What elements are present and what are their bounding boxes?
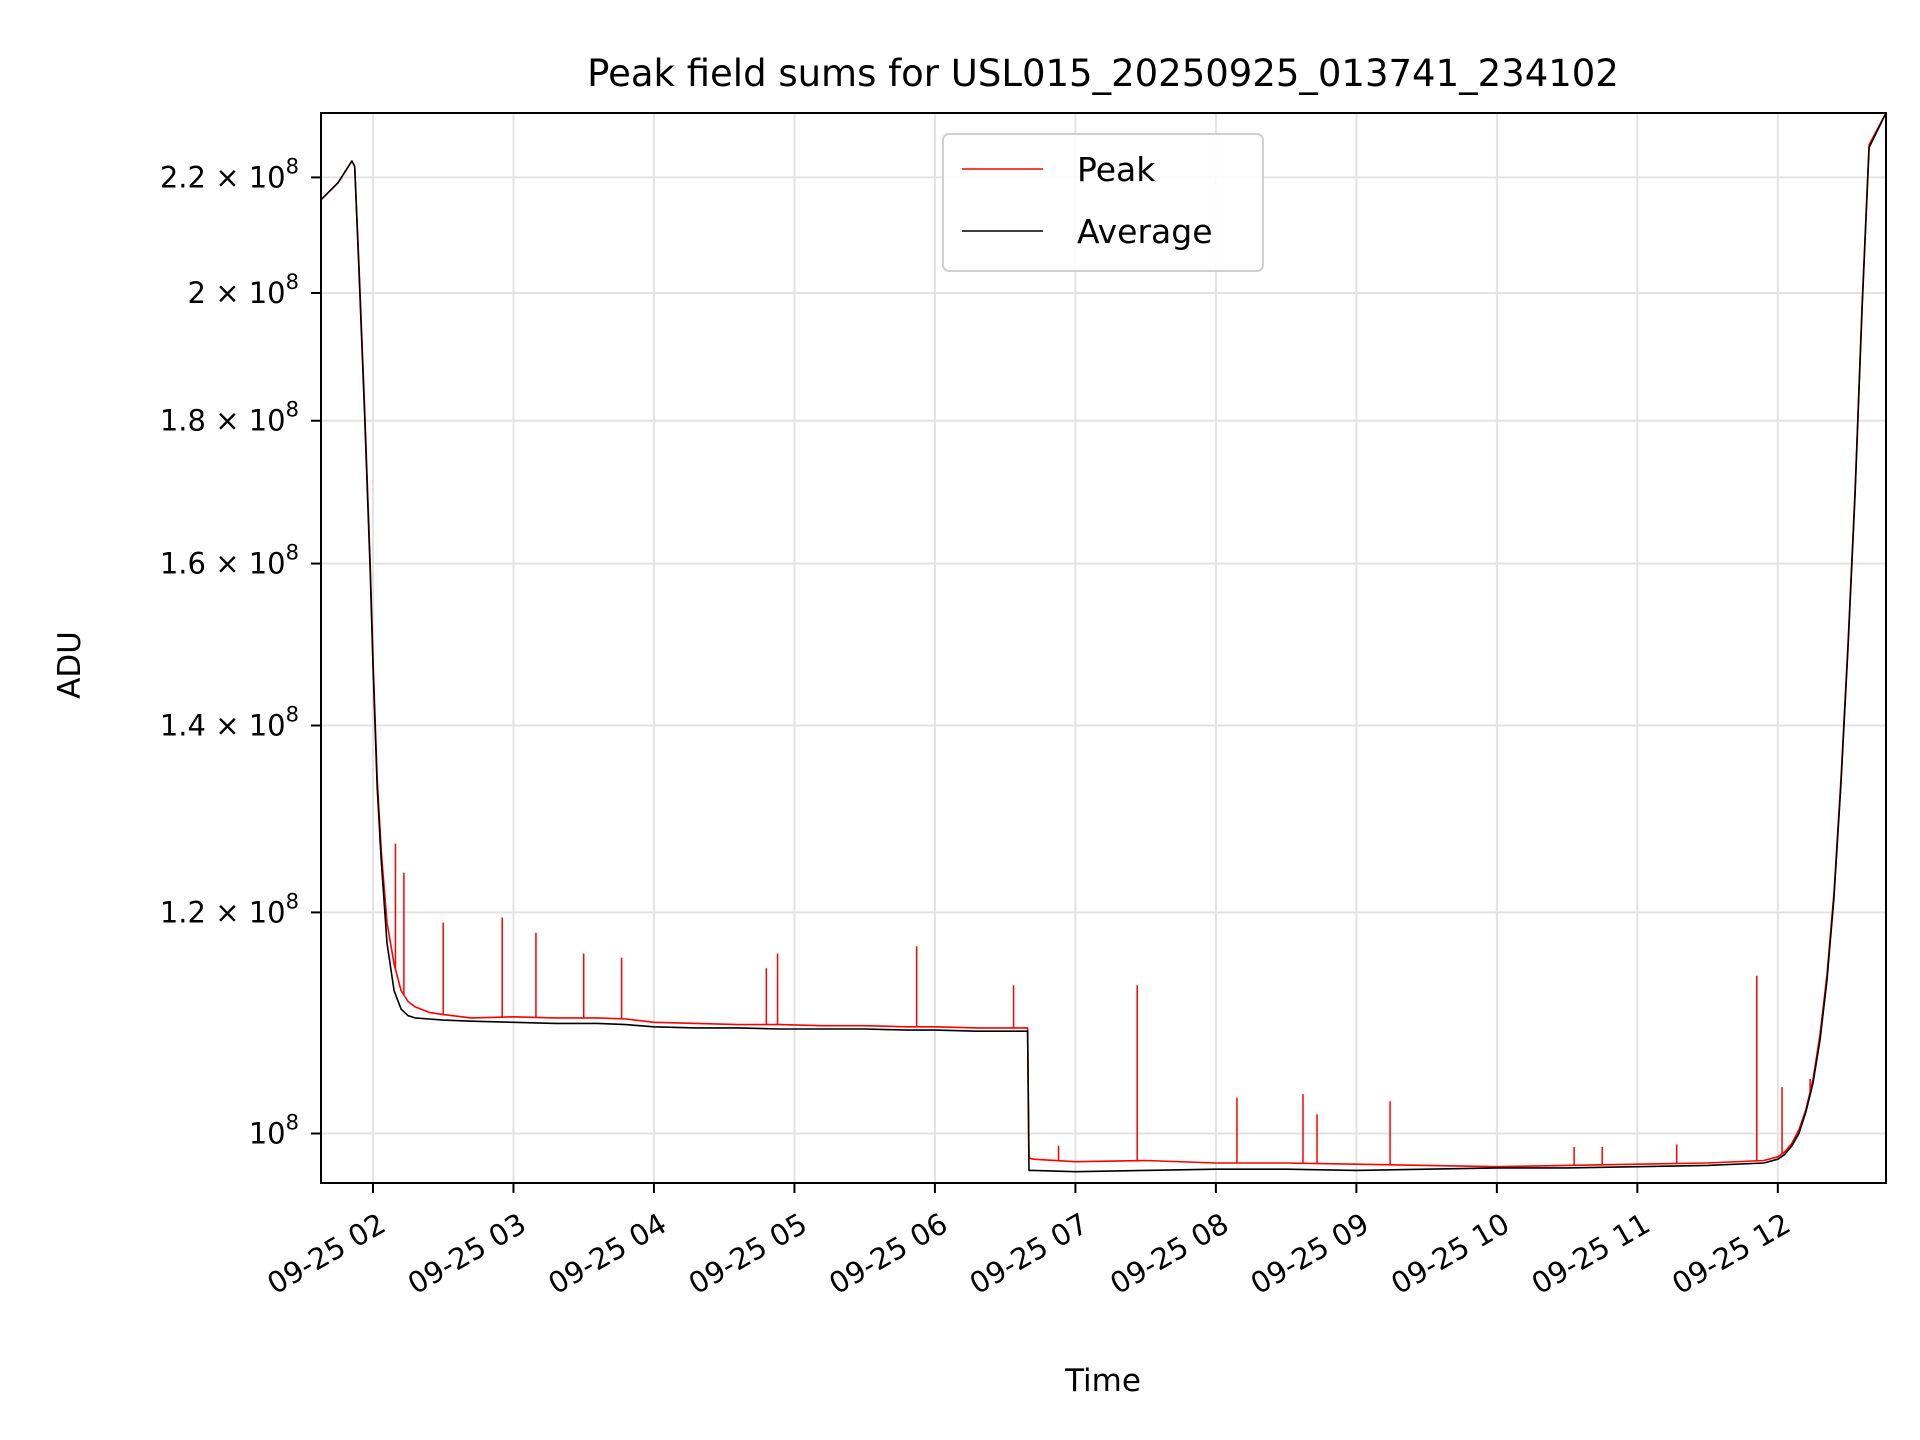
y-tick-exponent: 8 — [286, 702, 299, 726]
series-average — [321, 113, 1886, 1173]
y-tick-exponent: 8 — [286, 398, 299, 422]
y-tick-label: 1.8 × 108 — [160, 398, 299, 438]
y-tick-mantissa: 2 × 10 — [188, 276, 286, 310]
y-tick-exponent: 8 — [286, 270, 299, 294]
plot-area — [321, 113, 1886, 1173]
y-tick-label: 1.4 × 108 — [160, 702, 299, 742]
legend: Peak Average — [942, 133, 1264, 272]
y-tick-mantissa: 1.6 × 10 — [160, 547, 286, 581]
y-tick-mantissa: 2.2 × 10 — [160, 160, 286, 194]
y-tick-label: 2.2 × 108 — [160, 154, 299, 194]
series-line-average — [321, 113, 1886, 1173]
y-tick-label: 2 × 108 — [188, 270, 299, 310]
x-axis-label: Time — [1064, 1363, 1141, 1399]
grid — [321, 113, 1886, 1183]
y-axis-label: ADU — [52, 631, 88, 699]
legend-label-average: Average — [1077, 212, 1213, 251]
y-tick-mantissa: 1.4 × 10 — [160, 708, 286, 742]
legend-label-peak: Peak — [1077, 150, 1156, 189]
y-tick-mantissa: 1.8 × 10 — [160, 404, 286, 438]
y-tick-label: 1.2 × 108 — [160, 889, 299, 929]
y-tick-exponent: 8 — [286, 154, 299, 178]
y-tick-exponent: 8 — [286, 1110, 299, 1134]
y-tick-exponent: 8 — [286, 889, 299, 913]
y-tick-label: 1.6 × 108 — [160, 541, 299, 581]
plot-frame — [320, 112, 1887, 1184]
y-tick-exponent: 8 — [286, 541, 299, 565]
chart-title: Peak field sums for USL015_20250925_0137… — [587, 52, 1619, 95]
y-tick-mantissa: 1.2 × 10 — [160, 895, 286, 929]
y-tick-mantissa: 10 — [249, 1116, 286, 1150]
y-tick-label: 108 — [249, 1110, 299, 1150]
